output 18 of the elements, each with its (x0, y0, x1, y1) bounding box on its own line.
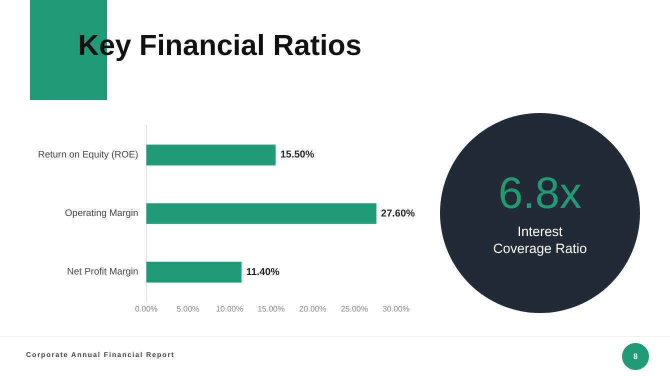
data-label: 15.50% (280, 150, 314, 161)
x-tick-label: 5.00% (176, 304, 200, 314)
text: Interest Coverage Ratio (492, 223, 588, 257)
x-tick-label: 10.00% (216, 304, 244, 314)
data-label: 27.60% (381, 208, 416, 220)
y-tick-label: Operating Margin (64, 208, 138, 220)
x-tick-label: 20.00% (299, 304, 326, 314)
x-tick-label: 30.00% (382, 304, 410, 314)
x-tick-label: 0.00% (134, 304, 158, 314)
y-tick-label: Return on Equity (ROE) (38, 150, 138, 161)
x-tick-label: 25.00% (340, 304, 368, 314)
bar (146, 203, 376, 224)
bar (146, 262, 242, 282)
data-label: 11.40% (246, 266, 280, 278)
text: 6.8x (497, 169, 583, 219)
x-tick-label: 15.00% (258, 304, 285, 314)
y-tick-label: Net Profit Margin (67, 266, 138, 278)
bar (146, 144, 276, 166)
